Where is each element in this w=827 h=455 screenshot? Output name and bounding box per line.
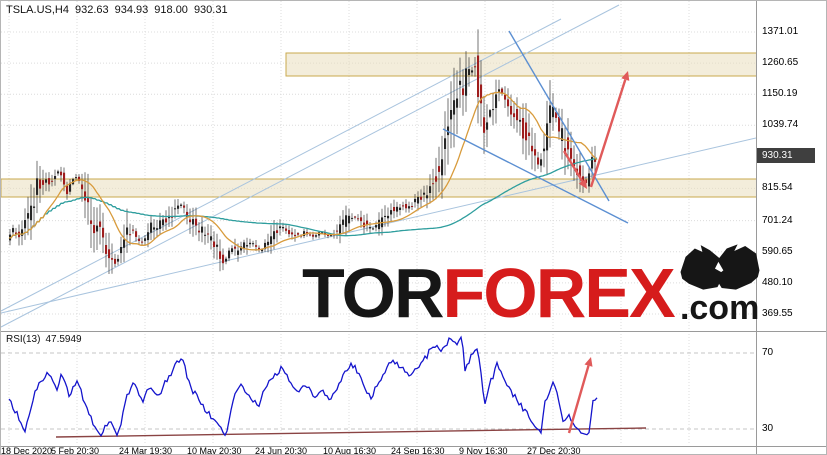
wedge-support-line bbox=[442, 128, 629, 224]
time-axis-separator bbox=[1, 446, 826, 447]
pullback-arrow bbox=[562, 150, 584, 182]
time-tick-label: 27 Dec 20:30 bbox=[527, 446, 581, 455]
price-tick-label: 701.24 bbox=[762, 215, 793, 226]
time-tick-label: 18 Dec 2020 bbox=[1, 446, 53, 455]
ascending-channel-lower bbox=[1, 4, 620, 328]
ascending-channel-upper bbox=[1, 18, 562, 312]
quote-low: 918.00 bbox=[154, 4, 188, 16]
quote-open: 932.63 bbox=[74, 4, 109, 16]
slow-ma-line bbox=[9, 157, 598, 239]
price-axis[interactable]: 1371.01 1260.65 1150.19 1039.74 815.54 701.24… bbox=[757, 1, 826, 446]
price-tick-label: 1150.19 bbox=[762, 88, 798, 99]
axis-border bbox=[756, 1, 757, 454]
forecast-arrows bbox=[562, 71, 630, 434]
price-tick-label: 815.54 bbox=[762, 182, 793, 193]
rsi-arrow-up bbox=[567, 365, 590, 434]
symbol-label: TSLA.US,H4 bbox=[6, 4, 69, 16]
time-tick-label: 24 Mar 19:30 bbox=[119, 446, 173, 455]
rsi-level-label: 70 bbox=[762, 347, 774, 358]
price-tick-label: 1039.74 bbox=[762, 119, 799, 130]
projection-arrow-up bbox=[589, 79, 627, 188]
time-tick-label: 9 Nov 16:30 bbox=[459, 446, 508, 455]
support-zone bbox=[1, 178, 756, 198]
rsi-name: RSI(13) bbox=[6, 334, 41, 345]
time-axis[interactable]: 18 Dec 2020 5 Feb 20:30 24 Mar 19:30 10 May… bbox=[1, 446, 756, 455]
time-tick-label: 5 Feb 20:30 bbox=[51, 446, 100, 455]
time-tick-label: 24 Jun 20:30 bbox=[255, 446, 308, 455]
time-tick-label: 24 Sep 16:30 bbox=[391, 446, 445, 455]
resistance-zone bbox=[285, 52, 756, 77]
time-tick-label: 10 Aug 16:30 bbox=[323, 446, 377, 455]
time-tick-label: 10 May 20:30 bbox=[187, 446, 242, 455]
panel-separator bbox=[1, 331, 826, 332]
price-tick-label: 369.55 bbox=[762, 308, 793, 319]
current-price-badge: 930.31 bbox=[757, 148, 815, 163]
quote-high: 934.93 bbox=[114, 4, 149, 16]
price-tick-label: 590.65 bbox=[762, 246, 793, 257]
rsi-value: 47.5949 bbox=[45, 334, 82, 345]
quote-close: 930.31 bbox=[193, 4, 228, 16]
price-tick-label: 480.10 bbox=[762, 277, 793, 288]
descending-wedge bbox=[442, 30, 629, 224]
rsi-line bbox=[8, 335, 598, 438]
grid-lines bbox=[1, 1, 756, 445]
chart-symbol-ohlc: TSLA.US,H4 932.63 934.93 918.00 930.31 bbox=[6, 4, 234, 16]
price-tick-label: 1371.01 bbox=[762, 26, 799, 37]
rsi-trendline bbox=[55, 427, 647, 438]
price-chart[interactable] bbox=[1, 1, 756, 446]
candles bbox=[9, 29, 597, 274]
fast-ma-line bbox=[9, 91, 598, 251]
price-zones bbox=[1, 52, 756, 198]
rsi-indicator-label: RSI(13) 47.5949 bbox=[6, 334, 87, 345]
moving-averages bbox=[9, 91, 598, 251]
price-tick-label: 1260.65 bbox=[762, 57, 799, 68]
rsi-panel bbox=[1, 335, 756, 438]
wedge-resistance-line bbox=[508, 30, 610, 202]
rsi-level-label: 30 bbox=[762, 423, 774, 434]
